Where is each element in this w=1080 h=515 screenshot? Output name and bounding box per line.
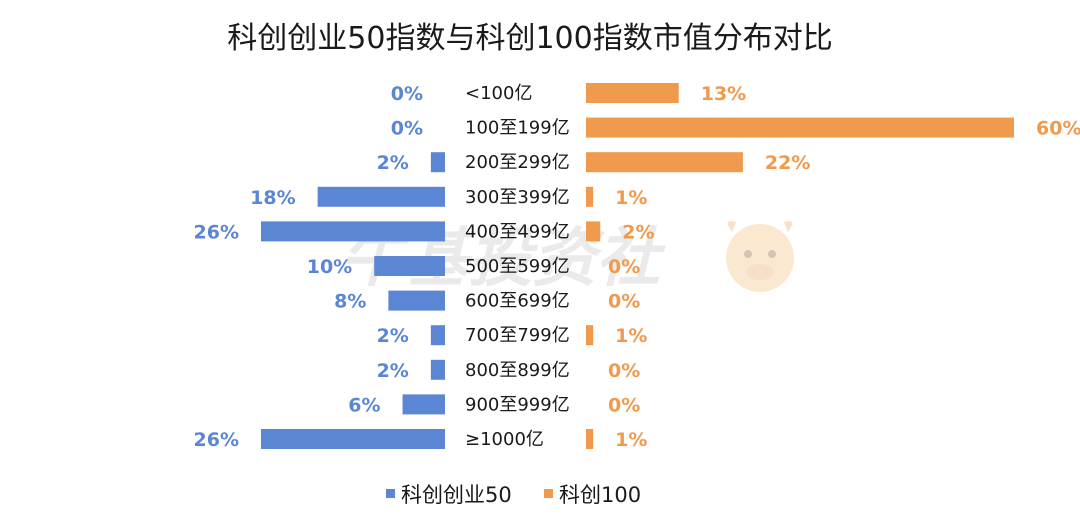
- data-label-科创创业50: 18%: [250, 187, 295, 209]
- category-label: 600至699亿: [465, 291, 570, 312]
- bar-科创创业50: [430, 359, 445, 380]
- data-label-科创创业50: 2%: [377, 152, 409, 174]
- category-label: 300至399亿: [465, 187, 570, 208]
- series-科创创业50: 0% 0% 2% 18% 26% 10% 8% 2% 2% 6% 26%: [194, 83, 445, 451]
- data-label-科创创业50: 2%: [377, 360, 409, 382]
- legend-label-科创100: 科创100: [559, 483, 641, 507]
- data-label-科创创业50: 26%: [194, 429, 239, 451]
- bar-科创创业50: [261, 429, 445, 449]
- bar-科创创业50: [261, 221, 445, 242]
- bar-科创创业50: [317, 186, 445, 207]
- data-label-科创创业50: 6%: [348, 394, 380, 416]
- data-label-科创100: 22%: [765, 152, 810, 174]
- bar-科创创业50: [374, 256, 445, 276]
- data-label-科创创业50: 2%: [377, 325, 409, 347]
- category-label: 400至499亿: [465, 221, 570, 242]
- legend-label-科创创业50: 科创创业50: [401, 483, 512, 507]
- bar-科创创业50: [402, 394, 445, 415]
- data-label-科创100: 0%: [608, 291, 640, 313]
- data-label-科创创业50: 8%: [334, 291, 366, 313]
- bar-科创100: [586, 83, 679, 103]
- watermark-logo-icon: [726, 221, 794, 292]
- category-label: 800至899亿: [465, 360, 570, 381]
- data-label-科创100: 13%: [701, 83, 746, 105]
- data-label-科创100: 1%: [615, 187, 647, 209]
- data-label-科创100: 1%: [615, 429, 647, 451]
- bar-科创100: [586, 186, 594, 207]
- data-label-科创创业50: 0%: [391, 118, 423, 140]
- data-label-科创100: 0%: [608, 256, 640, 278]
- bar-科创创业50: [430, 325, 445, 346]
- data-label-科创100: 60%: [1036, 118, 1080, 140]
- data-label-科创100: 0%: [608, 394, 640, 416]
- data-label-科创100: 2%: [622, 221, 654, 243]
- legend-swatch-科创创业50: [386, 489, 395, 498]
- chart-title: 科创创业50指数与科创100指数市值分布对比: [227, 21, 832, 56]
- bar-科创创业50: [388, 290, 445, 311]
- data-label-科创创业50: 0%: [391, 83, 423, 105]
- category-label: 200至299亿: [465, 152, 570, 173]
- series-科创100: 13% 60% 22% 1% 2% 0% 0% 1% 0% 0% 1%: [586, 83, 1080, 451]
- bar-科创100: [586, 221, 601, 242]
- data-label-科创创业50: 10%: [307, 256, 352, 278]
- data-label-科创100: 1%: [615, 325, 647, 347]
- bar-科创100: [586, 152, 743, 173]
- category-label: ≥1000亿: [465, 429, 544, 450]
- bar-科创100: [586, 429, 594, 449]
- legend: 科创创业50 科创100: [386, 483, 641, 507]
- category-label: 500至599亿: [465, 256, 570, 277]
- category-axis: <100亿 100至199亿 200至299亿 300至399亿 400至499亿 500…: [465, 83, 570, 450]
- legend-swatch-科创100: [544, 489, 553, 498]
- category-label: 100至199亿: [465, 118, 570, 139]
- bar-科创100: [586, 325, 594, 346]
- category-label: 700至799亿: [465, 325, 570, 346]
- bar-科创100: [586, 117, 1014, 138]
- category-label: <100亿: [465, 83, 532, 104]
- data-label-科创100: 0%: [608, 360, 640, 382]
- data-label-科创创业50: 26%: [194, 221, 239, 243]
- bar-科创创业50: [430, 152, 445, 173]
- category-label: 900至999亿: [465, 394, 570, 415]
